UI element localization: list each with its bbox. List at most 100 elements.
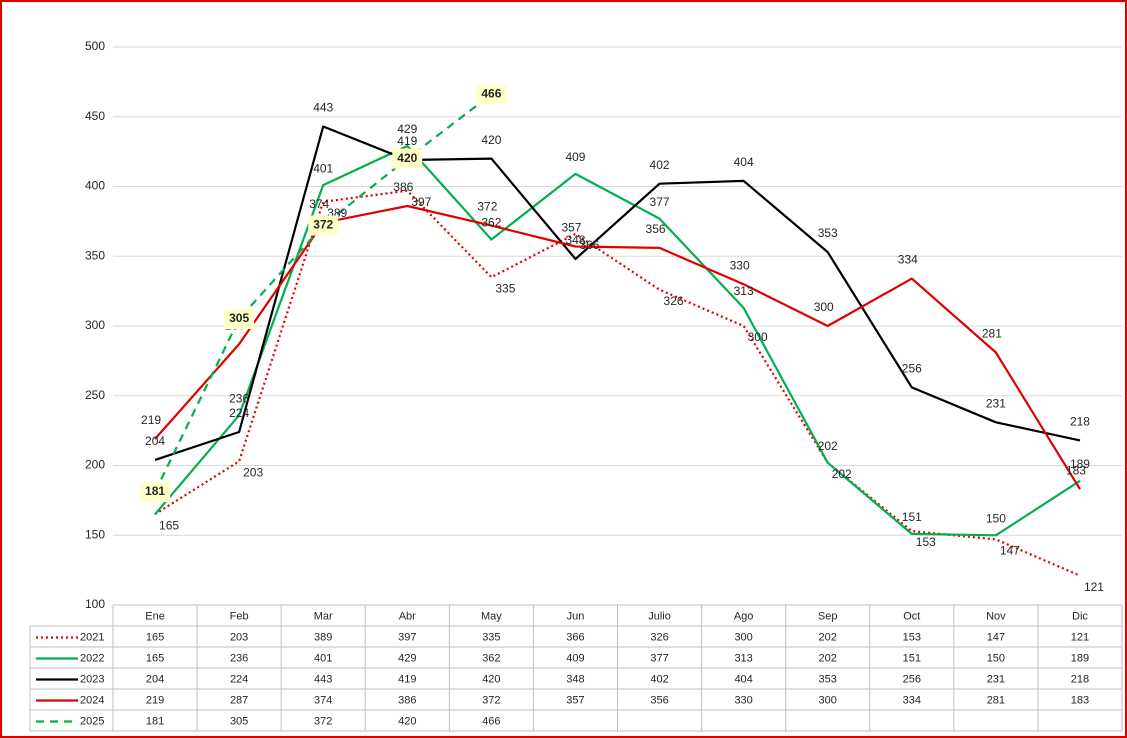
table-cell: 313	[734, 652, 752, 664]
data-label: 330	[730, 258, 750, 272]
legend-label: 2023	[80, 673, 104, 685]
table-cell: 224	[230, 673, 248, 685]
y-tick-label: 300	[85, 318, 105, 332]
table-cell: 236	[230, 652, 248, 664]
table-cell: 386	[398, 694, 416, 706]
table-cell: 353	[819, 673, 837, 685]
x-tick-label: Nov	[986, 610, 1006, 622]
x-tick-label: May	[481, 610, 502, 622]
table-cell: 189	[1071, 652, 1089, 664]
data-label: 366	[579, 238, 599, 252]
table-cell: 202	[819, 631, 837, 643]
table-cell: 372	[314, 715, 332, 727]
table-cell: 300	[734, 631, 752, 643]
data-label-box	[392, 148, 423, 169]
data-label-box	[140, 482, 171, 503]
x-tick-label: Dic	[1072, 610, 1088, 622]
x-tick-label: Ene	[145, 610, 165, 622]
series-line	[154, 93, 493, 493]
table-cell: 397	[398, 631, 416, 643]
data-label: 386	[393, 180, 413, 194]
table-cell: 121	[1071, 631, 1089, 643]
data-label: 218	[1070, 415, 1090, 429]
table-cell: 362	[482, 652, 500, 664]
table-cell: 231	[987, 673, 1005, 685]
table-cell: 183	[1071, 694, 1089, 706]
table-cell: 165	[146, 631, 164, 643]
table-cell: 356	[650, 694, 668, 706]
data-label: 281	[982, 327, 1002, 341]
y-tick-label: 500	[85, 39, 105, 53]
data-label: 429	[397, 122, 417, 136]
table-cell: 150	[987, 652, 1005, 664]
series-line	[154, 189, 1081, 577]
data-label: 335	[495, 281, 515, 295]
data-label: 147	[1000, 544, 1020, 558]
table-cell: 256	[903, 673, 921, 685]
x-tick-label: Julio	[648, 610, 671, 622]
data-label: 372	[313, 218, 333, 232]
data-label: 362	[481, 216, 501, 230]
table-cell: 401	[314, 652, 332, 664]
data-label: 183	[1066, 463, 1086, 477]
table-cell: 374	[314, 694, 332, 706]
table-cell: 204	[146, 673, 164, 685]
data-label: 404	[734, 155, 754, 169]
data-label: 153	[916, 535, 936, 549]
table-cell: 334	[903, 694, 921, 706]
data-label: 313	[734, 284, 754, 298]
data-label: 189	[1070, 457, 1090, 471]
table-cell: 326	[650, 631, 668, 643]
table-cell: 404	[734, 673, 752, 685]
table-cell: 300	[819, 694, 837, 706]
data-label: 401	[313, 161, 333, 175]
y-tick-label: 250	[85, 388, 105, 402]
data-label: 443	[313, 101, 333, 115]
legend-label: 2025	[80, 715, 104, 727]
data-label: 151	[902, 510, 922, 524]
table-cell: 218	[1071, 673, 1089, 685]
table-cell: 181	[146, 715, 164, 727]
legend-label: 2022	[80, 652, 104, 664]
table-cell: 305	[230, 715, 248, 727]
table-cell: 443	[314, 673, 332, 685]
y-tick-label: 400	[85, 179, 105, 193]
table-cell: 357	[566, 694, 584, 706]
data-label: 409	[565, 150, 585, 164]
data-label: 150	[986, 511, 1006, 525]
data-label: 377	[650, 195, 670, 209]
data-label: 121	[1084, 580, 1104, 594]
data-label-box	[308, 215, 339, 236]
table-cell: 203	[230, 631, 248, 643]
data-label: 420	[481, 133, 501, 147]
y-tick-label: 350	[85, 248, 105, 262]
table-cell: 330	[734, 694, 752, 706]
data-label: 300	[814, 300, 834, 314]
table-cell: 429	[398, 652, 416, 664]
table-cell: 377	[650, 652, 668, 664]
data-label: 231	[986, 396, 1006, 410]
series-line	[154, 204, 1081, 490]
y-tick-label: 150	[85, 527, 105, 541]
x-tick-label: Jun	[567, 610, 585, 622]
table-cell: 219	[146, 694, 164, 706]
x-tick-label: Feb	[230, 610, 249, 622]
data-label-box	[224, 309, 255, 330]
table-cell: 153	[903, 631, 921, 643]
data-label: 356	[646, 222, 666, 236]
data-label: 181	[145, 484, 165, 498]
table-cell: 402	[650, 673, 668, 685]
data-label: 420	[397, 151, 417, 165]
x-tick-label: Sep	[818, 610, 838, 622]
data-label: 219	[141, 413, 161, 427]
table-cell: 165	[146, 652, 164, 664]
data-label: 204	[145, 434, 165, 448]
data-label: 372	[477, 200, 497, 214]
data-label: 397	[411, 195, 431, 209]
table-cell: 409	[566, 652, 584, 664]
table-cell: 466	[482, 715, 500, 727]
table-cell: 287	[230, 694, 248, 706]
data-label: 305	[229, 311, 249, 325]
